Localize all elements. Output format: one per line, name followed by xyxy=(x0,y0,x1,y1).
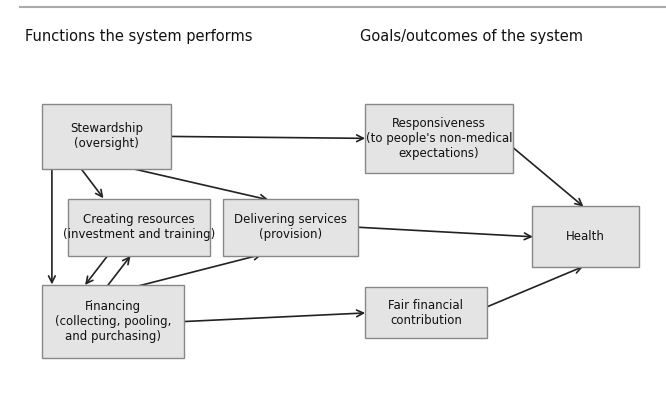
FancyBboxPatch shape xyxy=(532,206,639,268)
FancyBboxPatch shape xyxy=(223,198,358,256)
FancyBboxPatch shape xyxy=(365,287,488,339)
Text: Functions the system performs: Functions the system performs xyxy=(25,29,252,44)
Text: Financing
(collecting, pooling,
and purchasing): Financing (collecting, pooling, and purc… xyxy=(55,300,171,343)
Text: Goals/outcomes of the system: Goals/outcomes of the system xyxy=(360,29,583,44)
Text: Health: Health xyxy=(566,230,605,243)
Text: Stewardship
(oversight): Stewardship (oversight) xyxy=(70,122,143,150)
Text: Responsiveness
(to people's non-medical
expectations): Responsiveness (to people's non-medical … xyxy=(366,117,512,160)
Text: Delivering services
(provision): Delivering services (provision) xyxy=(234,213,347,241)
FancyBboxPatch shape xyxy=(365,104,513,173)
Text: Creating resources
(investment and training): Creating resources (investment and train… xyxy=(63,213,215,241)
Text: Fair financial
contribution: Fair financial contribution xyxy=(388,299,464,327)
FancyBboxPatch shape xyxy=(42,104,171,169)
FancyBboxPatch shape xyxy=(68,198,210,256)
FancyBboxPatch shape xyxy=(42,285,184,358)
